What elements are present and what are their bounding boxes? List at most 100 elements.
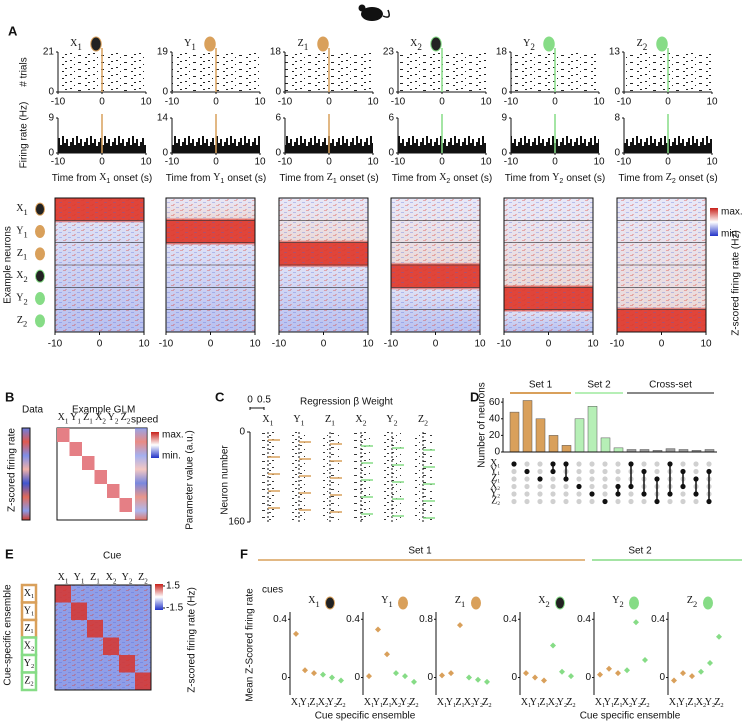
- cue-subscript: 1: [24, 229, 28, 239]
- cue-label: Y2: [631, 697, 641, 709]
- cue-subscript: 1: [315, 702, 318, 709]
- cues-label: cues: [262, 585, 283, 596]
- x-tick-label: -10: [159, 339, 174, 350]
- x-tick-label: 0: [97, 339, 103, 350]
- x-tick-label: -10: [391, 97, 406, 108]
- column-title: Example GLM: [72, 405, 135, 416]
- scale-label: 0.5: [257, 395, 271, 406]
- set-dot-off: [615, 476, 621, 482]
- cue-icon: [398, 596, 408, 610]
- cue-label: Z2: [17, 315, 27, 329]
- cue-subscript: 2: [398, 702, 401, 709]
- point: [671, 677, 677, 684]
- y-tick-label: 13: [609, 47, 621, 58]
- axis-label: # trials: [19, 57, 30, 86]
- cue-subscript: 1: [545, 702, 548, 709]
- cue-letter: X: [464, 697, 472, 708]
- cue-label: Y1: [16, 226, 27, 240]
- set-dot-off: [589, 476, 595, 482]
- cue-subscript: 1: [304, 42, 309, 52]
- axis-label: Mean Z-Scored firing rate: [245, 588, 256, 702]
- cue-letter: Y: [473, 697, 480, 708]
- cue-icon: [90, 36, 102, 52]
- cue-letter: Z: [687, 697, 693, 708]
- cue-letter: Z: [325, 414, 331, 425]
- set-dot-on: [589, 491, 595, 497]
- label-part: Time from: [166, 173, 211, 184]
- colorbar-label: min.: [721, 229, 740, 240]
- y-tick-label: 0: [614, 87, 620, 98]
- cue-label: X1: [308, 595, 319, 609]
- cue-icon: [204, 36, 216, 52]
- x-tick-label: 0: [99, 97, 105, 108]
- point: [633, 619, 639, 626]
- cue-letter: X: [391, 697, 399, 708]
- cue-icon: [35, 202, 45, 216]
- y-tick-label: 0: [162, 87, 168, 98]
- cue-label: Y1: [373, 697, 383, 709]
- cue-label: X2: [24, 641, 34, 653]
- set-dot-off: [576, 468, 582, 475]
- set-dot-off: [693, 468, 699, 475]
- cue-letter: Y: [184, 38, 191, 49]
- cue-label: Y1: [70, 412, 81, 425]
- cue-icon: [317, 36, 329, 52]
- colorbar: [710, 208, 718, 236]
- cue-icon: [703, 596, 713, 610]
- set-dot-off: [615, 468, 621, 475]
- cue-label: X2: [490, 481, 500, 492]
- group-label: Set 2: [587, 380, 611, 391]
- colorbar: [155, 584, 163, 610]
- cue-letter: X: [58, 572, 66, 583]
- cue-label: X1: [521, 697, 531, 709]
- set-label: Set 1: [408, 546, 432, 557]
- cue-icon: [35, 314, 45, 328]
- x-axis-label: Cue specific ensemble: [580, 711, 681, 722]
- cue-subscript: 1: [89, 417, 93, 425]
- axis-label: Cue-specific ensemble: [3, 584, 14, 686]
- column-title: Data: [22, 405, 44, 416]
- y-tick-label: 160: [228, 517, 245, 528]
- x-tick-label: -10: [391, 157, 406, 168]
- point: [311, 670, 317, 677]
- cue-label: Y2: [108, 412, 119, 425]
- x-tick-label: 10: [706, 97, 718, 108]
- cue-letter: Y: [74, 572, 81, 583]
- cue-label: Z1: [613, 697, 622, 709]
- cue-label: X1: [24, 588, 34, 600]
- cue-label: Z1: [83, 412, 93, 425]
- cue-subscript: 2: [497, 494, 500, 500]
- y-tick-label: 18: [270, 47, 282, 58]
- colorbar-tick-label: 1.5: [166, 581, 180, 592]
- x-tick-label: 10: [362, 339, 374, 350]
- bar: [509, 411, 520, 453]
- cue-label: X1: [262, 414, 273, 427]
- panel-label: F: [240, 546, 248, 561]
- cue-subscript: 2: [672, 178, 676, 185]
- cue-label: Y1: [490, 466, 500, 477]
- x-tick-label: 10: [140, 157, 152, 168]
- cue-letter: X: [410, 38, 418, 49]
- cue-subscript: 1: [602, 702, 605, 709]
- point: [615, 670, 621, 677]
- y-tick-label: 20: [489, 430, 501, 441]
- set-dot-off: [537, 483, 543, 490]
- bar: [561, 445, 572, 453]
- group-label: Cross-set: [649, 380, 692, 391]
- y-tick-label: 0: [494, 447, 500, 458]
- cue-label: X1: [364, 697, 374, 709]
- axis-label: Number of neurons: [477, 382, 488, 468]
- cue-letter: X: [595, 697, 603, 708]
- x-tick-label: 10: [249, 339, 261, 350]
- point: [375, 626, 381, 633]
- cue-subscript: 1: [528, 702, 531, 709]
- cue-label: X1: [58, 572, 69, 585]
- x-tick-label: -10: [610, 339, 625, 350]
- cue-letter: Z: [491, 473, 497, 484]
- x-tick-label: 10: [254, 157, 266, 168]
- set-dot-on: [576, 483, 582, 490]
- x-tick-label: 0: [208, 339, 214, 350]
- cue-label: Z2: [121, 412, 131, 425]
- point: [707, 659, 713, 666]
